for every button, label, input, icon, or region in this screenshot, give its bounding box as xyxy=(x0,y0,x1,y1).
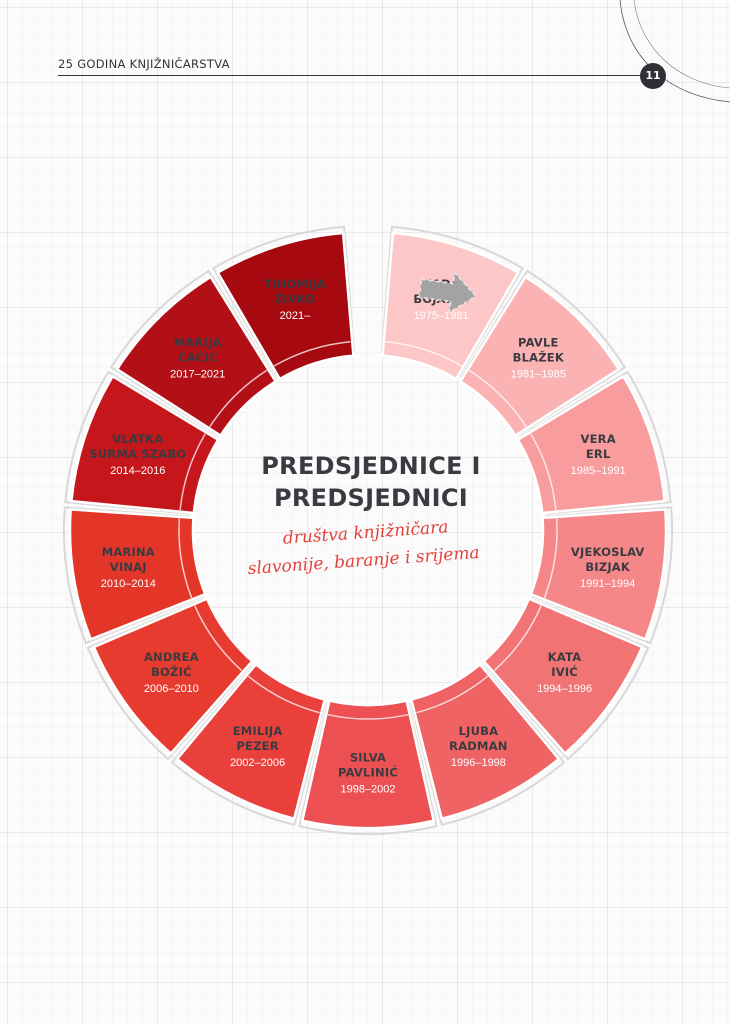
segment-inner-line xyxy=(543,518,558,599)
president-years: 1985–1991 xyxy=(571,465,626,477)
segment-inner-line xyxy=(493,605,542,672)
start-arrow-icon xyxy=(418,271,477,315)
segment-fill xyxy=(216,231,355,381)
segment-inner-line xyxy=(209,369,268,428)
segment-fill xyxy=(70,374,220,515)
segment-fill xyxy=(175,662,327,821)
segment-inner-line xyxy=(327,713,409,720)
segment-fill xyxy=(529,508,668,641)
president-name: TIHOMIJA xyxy=(264,277,326,291)
president-years: 1996–1998 xyxy=(451,757,506,769)
center-subtitle-line-1: društva knjižničara xyxy=(282,517,449,549)
president-name: ĆAĆIĆ xyxy=(178,349,218,364)
segment-fill xyxy=(516,374,666,515)
president-name: SURMA SZABO xyxy=(89,447,186,461)
president-years: 1991–1994 xyxy=(580,578,635,590)
center-subtitle-line-2: slavonije, baranje i srijema xyxy=(247,543,480,579)
president-name: VJEKOSLAV xyxy=(571,545,645,559)
segment-inner-line xyxy=(194,605,243,672)
header-rule xyxy=(58,75,640,76)
president-years: 2014–2016 xyxy=(110,465,165,477)
president-name: SILVA xyxy=(350,751,386,765)
segment-fill xyxy=(300,699,436,830)
president-name: ŽIVKO xyxy=(275,291,316,306)
president-name: ERL xyxy=(586,447,611,461)
segment-inner-line xyxy=(247,675,320,714)
president-years: 1981–1985 xyxy=(511,368,566,380)
president-years: 1994–1996 xyxy=(537,683,592,695)
president-name: MARINA xyxy=(102,545,155,559)
segment-inner-line xyxy=(385,341,463,367)
president-name: LJUBA xyxy=(459,724,499,738)
segment-inner-line xyxy=(178,518,193,599)
segment-inner-line xyxy=(468,369,527,428)
president-name: VERA xyxy=(581,432,616,446)
president-name: VINAJ xyxy=(110,560,147,574)
president-years: 2021– xyxy=(280,310,311,322)
president-name: MARIJA xyxy=(174,335,222,349)
header-title: 25 GODINA KNJIŽNIČARSTVA xyxy=(58,57,230,71)
president-name: BIZJAK xyxy=(585,560,631,574)
segment-fill xyxy=(409,662,561,821)
president-name: IVIĆ xyxy=(551,664,578,679)
president-years: 2002–2006 xyxy=(230,757,285,769)
segment-inner-line xyxy=(416,675,489,714)
president-name: PAVLINIĆ xyxy=(338,765,398,780)
segment-fill xyxy=(68,508,207,641)
president-name: VLATKA xyxy=(112,432,163,446)
segment-inner-line xyxy=(273,341,351,367)
president-name: KATA xyxy=(548,650,582,664)
segment-inner-line xyxy=(530,433,557,511)
president-name: BOŽIĆ xyxy=(151,664,192,679)
segment-inner-line xyxy=(179,433,206,511)
president-name: PAVLE xyxy=(518,335,559,349)
center-title-line-1: PREDSJEDNICE I xyxy=(261,452,480,480)
page-number-badge: 11 xyxy=(640,63,666,89)
president-years: 1975–1981 xyxy=(414,310,469,322)
segment-fill xyxy=(115,275,278,438)
president-name: EMILIJA xyxy=(233,724,283,738)
president-years: 2006–2010 xyxy=(144,683,199,695)
president-name: BLAŽEK xyxy=(513,349,565,364)
president-name: ANDREA xyxy=(144,650,199,664)
president-name: RADMAN xyxy=(449,739,507,753)
segment-fill xyxy=(458,275,621,438)
president-years: 1998–2002 xyxy=(340,784,395,796)
president-name: PEZER xyxy=(236,739,278,753)
president-years: 2010–2014 xyxy=(101,578,156,590)
ring-segments: NADABOJANIĆ1975–1981PAVLEBLAŽEK1981–1985… xyxy=(63,225,673,836)
center-heading: PREDSJEDNICE I PREDSJEDNICI društva knji… xyxy=(247,452,480,579)
center-title-line-2: PREDSJEDNICI xyxy=(274,484,468,512)
president-years: 2017–2021 xyxy=(170,368,225,380)
